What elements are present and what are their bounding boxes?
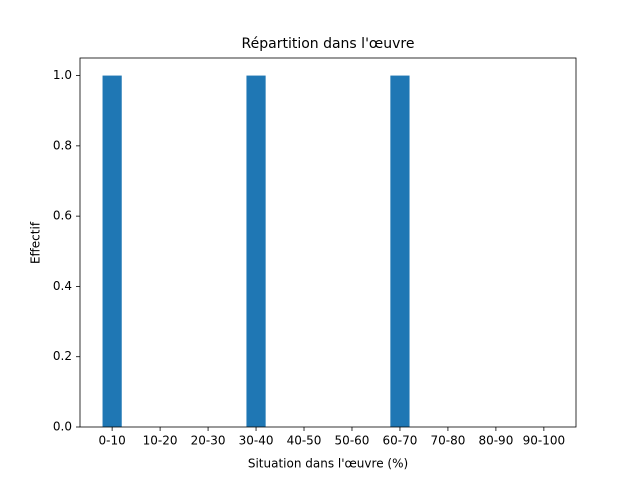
y-tick-label: 0.2: [53, 349, 72, 363]
x-tick-label: 20-30: [191, 434, 226, 448]
x-tick-label: 10-20: [143, 434, 178, 448]
x-tick-label: 80-90: [478, 434, 513, 448]
x-tick-label: 90-100: [523, 434, 566, 448]
x-tick-label: 30-40: [239, 434, 274, 448]
x-axis-label: Situation dans l'œuvre (%): [248, 457, 408, 471]
chart-title: Répartition dans l'œuvre: [242, 36, 415, 52]
y-tick-label: 1.0: [53, 68, 72, 82]
x-tick-label: 70-80: [430, 434, 465, 448]
x-tick-label: 40-50: [287, 434, 322, 448]
y-tick-label: 0.0: [53, 420, 72, 434]
y-tick-label: 0.4: [53, 279, 72, 293]
bar: [102, 75, 122, 428]
x-tick-label: 0-10: [99, 434, 126, 448]
x-tick-label: 50-60: [335, 434, 370, 448]
y-tick-label: 0.6: [53, 209, 72, 223]
y-axis-label: Effectif: [29, 221, 43, 264]
bar: [390, 75, 410, 428]
plot-frame: [79, 57, 577, 428]
bar: [246, 75, 266, 428]
y-tick-label: 0.8: [53, 138, 72, 152]
x-tick-label: 60-70: [383, 434, 418, 448]
